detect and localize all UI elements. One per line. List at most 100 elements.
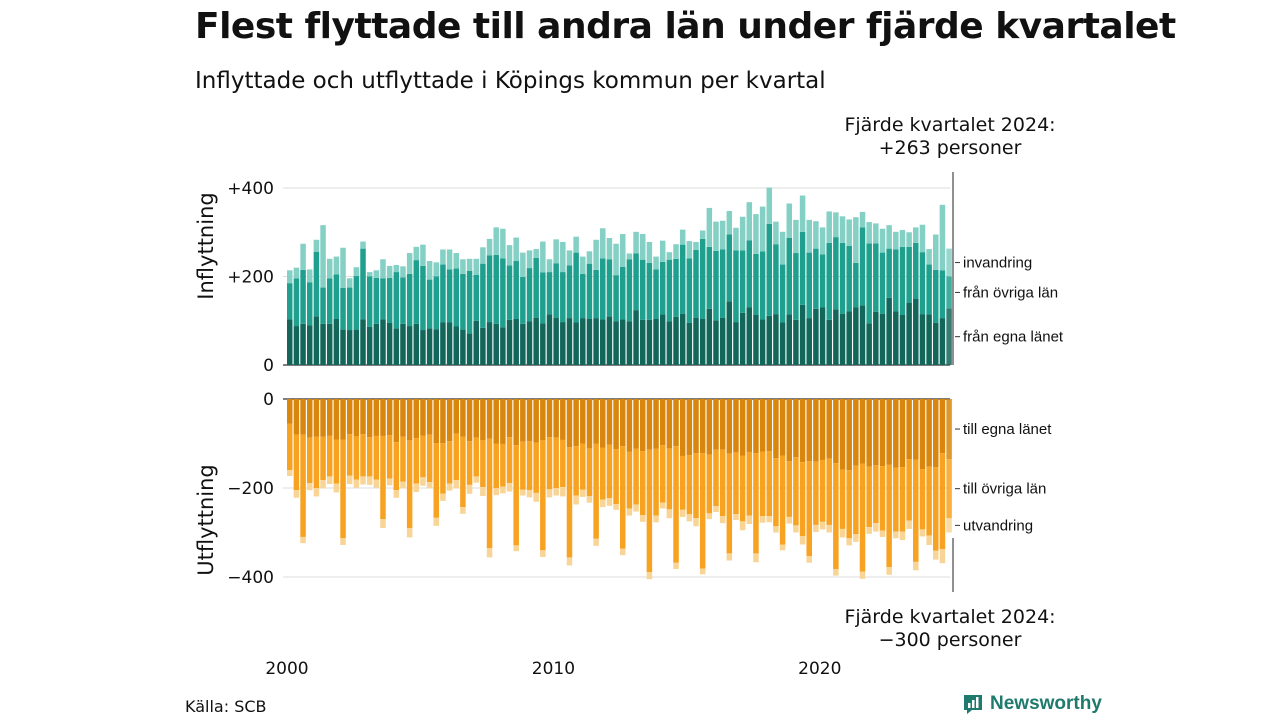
bar-out-s0-q92 xyxy=(899,399,906,468)
bar-in-s2-q22 xyxy=(433,262,440,277)
bar-out-s1-q15 xyxy=(386,435,393,479)
bar-out-s1-q96 xyxy=(926,466,932,536)
chart-title: Flest flyttade till andra län under fjär… xyxy=(195,6,1176,47)
bar-in-s2-q86 xyxy=(859,211,866,228)
bar-out-s0-q57 xyxy=(666,399,673,449)
bar-in-s2-q64 xyxy=(713,221,719,251)
bar-out-s0-q52 xyxy=(633,399,639,449)
bar-in-s1-q49 xyxy=(613,275,619,322)
bar-in-s1-q80 xyxy=(819,254,826,308)
bar-in-s2-q46 xyxy=(593,239,599,270)
bar-out-s2-q69 xyxy=(746,515,753,525)
bar-out-s2-q65 xyxy=(719,516,726,524)
bar-in-s2-q91 xyxy=(893,231,899,250)
bar-out-s1-q40 xyxy=(553,437,559,488)
bar-out-s1-q86 xyxy=(859,463,866,572)
bar-in-s0-q41 xyxy=(560,322,566,365)
bar-in-s2-q10 xyxy=(353,267,360,277)
bar-in-s0-q48 xyxy=(606,316,613,365)
bar-in-s0-q23 xyxy=(440,322,446,365)
bar-out-s2-q95 xyxy=(919,529,926,537)
bar-out-s1-q76 xyxy=(793,457,799,526)
bar-out-s1-q57 xyxy=(666,448,673,510)
bar-out-s2-q88 xyxy=(873,523,879,532)
bar-in-s1-q2 xyxy=(300,269,306,324)
bar-out-s2-q93 xyxy=(906,520,912,529)
bar-out-s0-q51 xyxy=(626,399,633,452)
bar-in-s2-q48 xyxy=(606,238,613,260)
bar-in-s0-q29 xyxy=(480,327,486,365)
bar-out-s0-q99 xyxy=(946,399,952,460)
bar-in-s0-q16 xyxy=(393,328,400,365)
bar-in-s2-q41 xyxy=(560,241,566,273)
bar-in-s2-q58 xyxy=(673,244,679,259)
bar-in-s2-q19 xyxy=(413,246,420,261)
bar-in-s0-q12 xyxy=(366,326,373,365)
bar-out-s1-q14 xyxy=(380,435,386,520)
series-in-label-2: invandring xyxy=(963,255,1032,272)
bar-out-s2-q90 xyxy=(886,567,892,575)
bar-out-s0-q12 xyxy=(366,399,373,438)
bar-out-s2-q99 xyxy=(946,518,952,533)
bar-out-s0-q31 xyxy=(493,399,499,444)
bar-in-s2-q13 xyxy=(373,270,380,278)
bar-out-s1-q67 xyxy=(733,452,739,515)
bar-out-s1-q91 xyxy=(893,467,899,532)
bar-out-s1-q44 xyxy=(580,443,586,490)
bar-out-s1-q70 xyxy=(753,453,759,554)
bar-out-s2-q80 xyxy=(819,521,826,530)
bar-out-s1-q20 xyxy=(420,435,426,478)
bar-in-s0-q79 xyxy=(813,308,819,365)
bar-out-s2-q59 xyxy=(679,509,686,517)
bar-out-s2-q2 xyxy=(300,536,306,544)
bar-in-s2-q82 xyxy=(833,212,839,238)
bar-out-s0-q59 xyxy=(679,399,686,456)
bar-in-s1-q34 xyxy=(513,261,519,319)
annotation-bottom-line1: Fjärde kvartalet 2024: xyxy=(844,606,1056,628)
bar-out-s0-q17 xyxy=(400,399,406,437)
bar-out-s1-q88 xyxy=(873,465,879,524)
bar-out-s0-q56 xyxy=(659,399,666,446)
bar-out-s0-q77 xyxy=(799,399,806,463)
bar-out-s2-q84 xyxy=(846,538,852,546)
bar-in-s0-q90 xyxy=(886,297,892,365)
bar-in-s2-q9 xyxy=(346,278,353,288)
bar-in-s1-q22 xyxy=(433,276,440,330)
bar-in-s0-q53 xyxy=(639,319,646,365)
bar-in-s1-q25 xyxy=(453,268,459,327)
series-in-label-0: från egna länet xyxy=(963,329,1064,346)
bar-out-s0-q85 xyxy=(853,399,859,466)
annotation-bottom-line2: −300 personer xyxy=(878,629,1022,651)
bar-out-s1-q56 xyxy=(659,445,666,503)
bar-out-s2-q51 xyxy=(626,508,633,516)
bar-in-s2-q50 xyxy=(620,234,626,267)
bar-out-s0-q33 xyxy=(506,399,513,438)
bar-in-s0-q14 xyxy=(380,319,386,365)
bar-in-s2-q6 xyxy=(326,258,333,279)
bar-out-s1-q43 xyxy=(573,446,579,496)
bar-out-s0-q66 xyxy=(726,399,733,454)
bar-out-s0-q58 xyxy=(673,399,679,447)
bar-out-s1-q26 xyxy=(460,436,466,508)
bar-out-s0-q25 xyxy=(453,399,459,434)
bar-out-s0-q60 xyxy=(686,399,693,456)
source-note: Källa: SCB xyxy=(185,697,267,716)
bar-out-s0-q89 xyxy=(879,399,886,467)
bar-in-s2-q80 xyxy=(819,227,826,255)
bar-out-s2-q40 xyxy=(553,488,559,496)
bar-out-s1-q72 xyxy=(766,451,773,517)
bar-out-s0-q98 xyxy=(939,399,946,454)
bar-out-s0-q96 xyxy=(926,399,932,467)
bar-out-s0-q71 xyxy=(759,399,766,452)
bar-in-s0-q45 xyxy=(586,318,593,365)
bar-in-s2-q5 xyxy=(320,225,326,288)
bar-in-s0-q1 xyxy=(293,326,300,365)
bar-in-s0-q83 xyxy=(839,313,846,365)
ytick-in-0: 0 xyxy=(263,356,274,376)
bar-out-s2-q63 xyxy=(706,513,713,520)
bar-in-s2-q59 xyxy=(679,229,686,245)
bar-out-s2-q6 xyxy=(326,476,333,484)
bar-out-s1-q61 xyxy=(693,453,699,519)
bar-out-s1-q8 xyxy=(340,439,346,539)
bar-out-s1-q28 xyxy=(473,437,479,477)
